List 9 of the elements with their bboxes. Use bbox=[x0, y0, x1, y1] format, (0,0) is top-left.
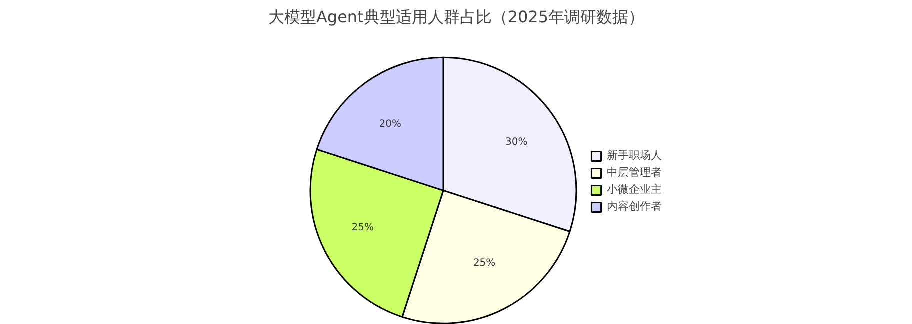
data-label: 30% bbox=[506, 137, 528, 148]
data-label: 25% bbox=[352, 222, 374, 234]
legend-label: 中层管理者 bbox=[607, 165, 662, 180]
data-label: 25% bbox=[473, 258, 496, 270]
legend-label: 小微企业主 bbox=[607, 182, 662, 197]
legend-label: 新手职场人 bbox=[607, 148, 662, 163]
data-label: 20% bbox=[379, 118, 402, 130]
chart-title: 大模型Agent典型适用人群占比（2025年调研数据） bbox=[268, 8, 645, 26]
legend-label: 内容创作者 bbox=[607, 199, 662, 214]
